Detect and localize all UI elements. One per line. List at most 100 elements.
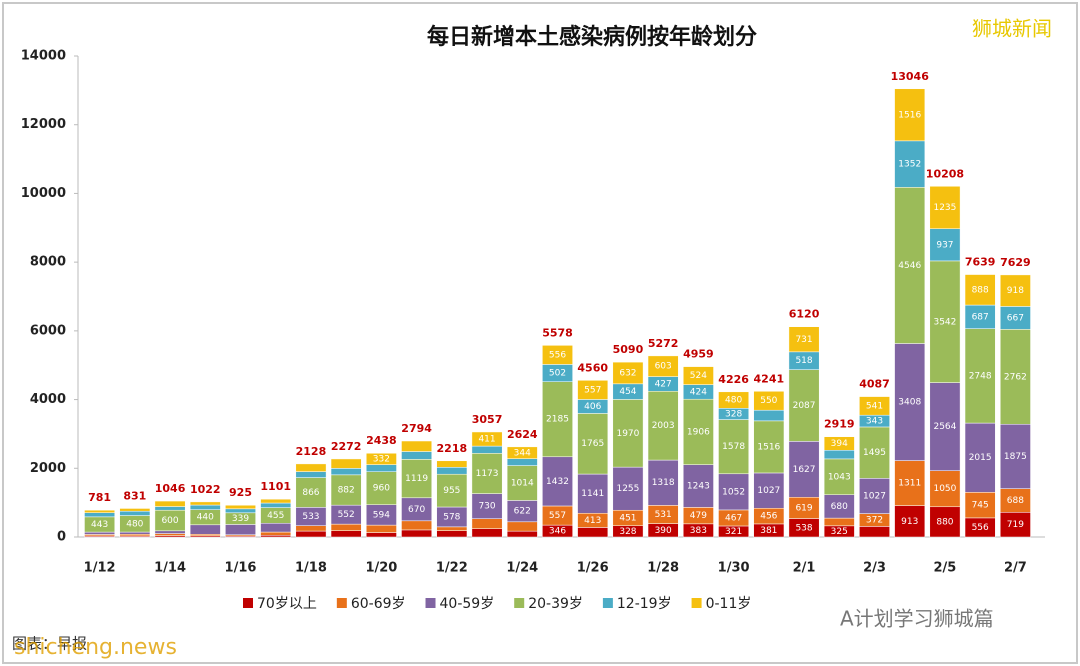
segment-label: 2087: [793, 401, 816, 411]
total-label: 2794: [401, 422, 432, 435]
bar-segment: [894, 140, 926, 188]
segment-label: 632: [619, 368, 636, 378]
segment-label: 383: [690, 526, 707, 536]
bar-segment: [225, 524, 256, 536]
bar-segment: [788, 326, 820, 353]
segment-label: 1516: [898, 110, 921, 120]
segment-label: 866: [302, 488, 319, 498]
segment-label: 1014: [511, 479, 534, 489]
legend-swatch: [514, 598, 525, 608]
total-label: 1022: [190, 483, 221, 496]
bar-segment: [365, 471, 397, 505]
total-label: 7629: [1000, 256, 1031, 269]
bar-segment: [471, 453, 503, 494]
total-label: 4241: [754, 372, 785, 385]
segment-label: 1432: [546, 477, 569, 487]
x-tick-label: 1/12: [84, 561, 116, 576]
bar-segment: [506, 521, 538, 532]
bar-segment: [401, 529, 433, 538]
total-label: 5578: [542, 326, 573, 339]
x-tick-label: 1/22: [436, 561, 468, 576]
bar-segment: [542, 345, 573, 365]
segment-label: 2003: [652, 421, 675, 431]
segment-label: 557: [584, 385, 601, 395]
bar-segment: [365, 524, 397, 533]
bar-segment: [154, 530, 186, 534]
bar-segment: [682, 366, 714, 385]
bar-segment: [718, 419, 750, 475]
bar-segment: [929, 382, 961, 471]
segment-label: 346: [549, 527, 566, 537]
segment-label: 687: [972, 312, 989, 322]
segment-label: 1318: [652, 478, 675, 488]
x-tick-label: 1/20: [365, 561, 397, 576]
bar-segment: [894, 187, 926, 344]
segment-label: 1495: [863, 448, 886, 458]
bar-segment: [365, 464, 397, 472]
bar-segment: [999, 512, 1031, 538]
segment-label: 413: [584, 516, 601, 526]
bar-segment: [964, 492, 996, 519]
legend-label: 0-11岁: [706, 596, 752, 612]
source: 图表：早报: [12, 635, 87, 653]
segment-label: 480: [725, 396, 742, 406]
segment-label: 1235: [933, 203, 956, 213]
total-label: 2272: [331, 440, 362, 453]
segment-label: 1141: [581, 489, 604, 499]
segment-label: 556: [972, 523, 989, 533]
total-label: 5272: [648, 337, 679, 350]
bar-segment: [859, 478, 890, 514]
segment-label: 479: [690, 511, 707, 521]
bar-segment: [295, 477, 327, 508]
segment-label: 406: [584, 402, 601, 412]
bar-segment: [436, 530, 468, 538]
segment-label: 913: [901, 517, 918, 527]
bar-segment: [682, 398, 714, 465]
segment-label: 1627: [793, 465, 816, 475]
y-tick-label: 6000: [30, 323, 66, 338]
total-label: 13046: [891, 70, 930, 83]
bar-segment: [401, 459, 433, 499]
x-tick-label: 1/28: [647, 561, 679, 576]
segment-label: 427: [655, 379, 672, 389]
total-label: 4087: [859, 378, 890, 391]
segment-label: 394: [831, 439, 848, 449]
segment-label: 2762: [1004, 372, 1027, 382]
total-label: 781: [88, 491, 111, 504]
y-tick-label: 2000: [30, 461, 66, 476]
x-tick-label: 1/24: [506, 561, 538, 576]
bar-segment: [471, 431, 503, 447]
bar-segment: [718, 391, 750, 409]
bar-segment: [260, 535, 292, 538]
segment-label: 456: [760, 512, 777, 522]
segment-label: 344: [514, 448, 531, 458]
bar-segment: [894, 505, 926, 538]
segment-label: 955: [443, 486, 460, 496]
segment-label: 339: [232, 514, 249, 524]
segment-label: 1311: [898, 479, 921, 489]
segment-label: 2564: [933, 422, 956, 432]
bar-segment: [436, 526, 468, 531]
segment-label: 538: [795, 523, 812, 533]
segment-label: 332: [373, 454, 390, 464]
bar-segment: [506, 458, 538, 466]
segment-label: 440: [197, 513, 214, 523]
segment-label: 1255: [616, 484, 639, 494]
segment-label: 518: [795, 356, 812, 366]
bar-segment: [929, 228, 961, 262]
segment-label: 888: [972, 285, 989, 295]
segment-label: 882: [338, 485, 355, 495]
segment-label: 918: [1007, 286, 1024, 296]
bar-segment: [330, 530, 362, 538]
bar-segment: [154, 500, 186, 507]
segment-label: 670: [408, 505, 425, 515]
segment-label: 3408: [898, 398, 921, 408]
total-label: 4560: [577, 361, 608, 374]
bar-segment: [894, 460, 926, 506]
bar-segment: [471, 493, 503, 519]
y-tick-label: 12000: [21, 117, 66, 132]
segment-label: 3542: [933, 317, 956, 327]
x-tick-label: 1/30: [718, 561, 750, 576]
bar-segment: [84, 512, 116, 518]
bar-segment: [471, 518, 503, 529]
